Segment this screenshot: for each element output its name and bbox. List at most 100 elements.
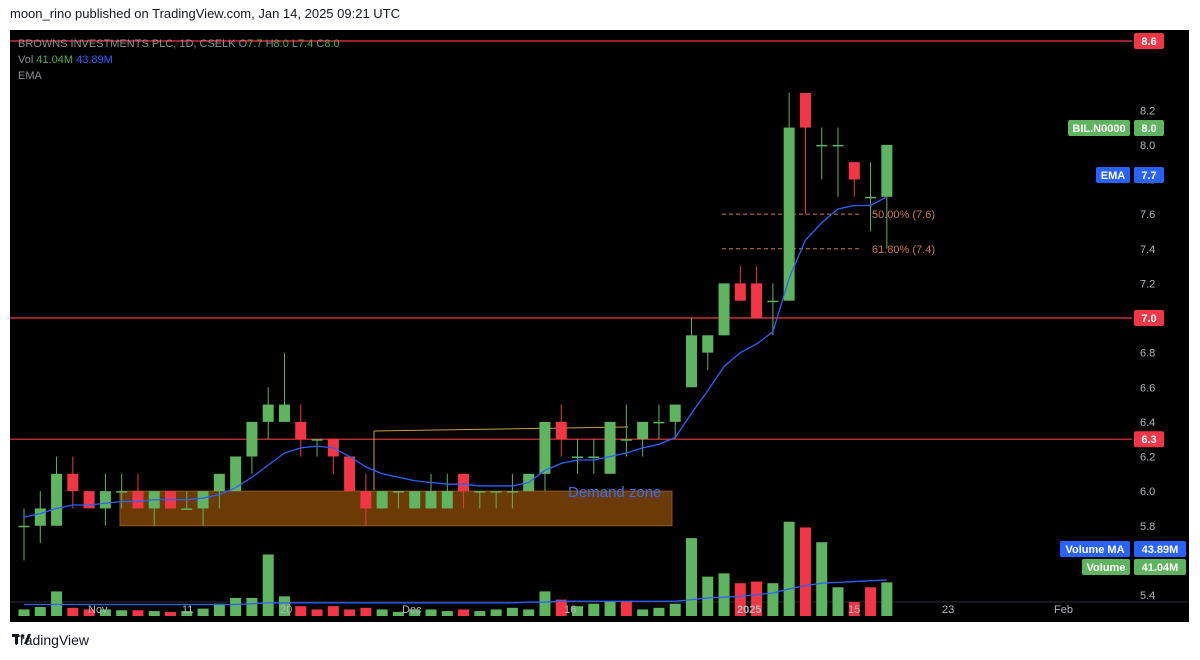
legend-vol-ma-value: 43.89M	[76, 54, 113, 66]
volume-bar	[669, 603, 681, 616]
volume-bar	[523, 609, 535, 616]
candle-body	[295, 421, 307, 440]
volume-bar	[799, 527, 811, 616]
y-axis-tick-label: 5.8	[1140, 521, 1155, 533]
legend-vol-label: Vol	[18, 54, 34, 66]
chart-panel[interactable]: Demand zone 50.00% (7.6) 61.80% (7.4) 8.2 8.…	[10, 30, 1189, 622]
candlestick-chart[interactable]: Demand zone 50.00% (7.6) 61.80% (7.4) 8.2 8.…	[10, 30, 1189, 622]
volume-bar	[881, 582, 893, 616]
candle-body	[637, 421, 649, 440]
candle-body	[718, 283, 730, 336]
candle-body	[67, 473, 79, 492]
volume-bar	[67, 607, 79, 616]
volume-bar	[572, 606, 584, 616]
demand-zone-label: Demand zone	[568, 484, 661, 501]
ema-name-badge-bg	[1096, 167, 1130, 183]
volume-bar	[165, 611, 177, 616]
price-badge-7-0-bg	[1134, 310, 1164, 326]
y-axis-tick-label: 6.0	[1140, 486, 1155, 498]
candle-body	[702, 335, 714, 353]
legend-low-label: L	[291, 38, 299, 50]
y-axis-tick-label: 7.6	[1140, 209, 1155, 221]
candle-body	[865, 196, 877, 199]
candle-body	[588, 456, 600, 458]
volume-ma-name-badge: Volume MA	[1065, 544, 1124, 556]
y-axis-tick-label: 7.2	[1140, 278, 1155, 290]
candle-body	[783, 127, 795, 301]
volume-bar	[83, 609, 95, 616]
candle-body	[262, 404, 274, 422]
candle-body	[685, 335, 697, 388]
volume-bar	[702, 576, 714, 616]
candle-body	[83, 491, 95, 509]
legend-open-label: O	[238, 38, 248, 50]
chart-background	[10, 30, 1189, 622]
volume-bar	[653, 607, 665, 616]
publish-header: moon_rino published on TradingView.com, …	[10, 6, 401, 21]
volume-bar	[409, 609, 421, 616]
legend-symbol: BROWNS INVESTMENTS PLC, 1D, CSELK	[18, 38, 236, 50]
x-axis-tick-label: 11	[182, 604, 193, 616]
candle-body	[669, 404, 681, 422]
volume-bar	[213, 603, 225, 616]
price-badge-8-6-bg	[1134, 33, 1164, 49]
volume-bar	[637, 609, 649, 616]
price-badge-7-0: 7.0	[1141, 313, 1156, 325]
candle-body	[360, 491, 372, 509]
price-badge-6-3-bg	[1134, 431, 1164, 448]
candle-body	[604, 421, 616, 474]
candle-body	[816, 144, 828, 147]
volume-bar	[441, 611, 453, 616]
y-axis-tick-label: 6.4	[1140, 417, 1155, 429]
x-axis-tick-label: Nov	[88, 604, 108, 616]
candle-body	[197, 491, 209, 509]
ema-value-badge-bg	[1134, 167, 1164, 183]
legend-vol-value: 41.04M	[36, 54, 74, 66]
volume-bar	[588, 603, 600, 616]
y-axis-tick-label: 6.2	[1140, 452, 1155, 464]
volume-bar	[734, 583, 746, 616]
candle-body	[376, 491, 388, 509]
fib-level-label: 61.80% (7.4)	[872, 244, 935, 256]
volume-bar	[816, 542, 828, 616]
x-axis-tick-label: 15	[848, 604, 860, 616]
volume-bar	[458, 609, 470, 616]
candle-body	[246, 421, 258, 457]
candle-body	[425, 491, 437, 509]
volume-name-badge: Volume	[1087, 562, 1126, 574]
chart-legend: BROWNS INVESTMENTS PLC, 1D, CSELK O7.7 H…	[18, 36, 340, 84]
volume-value-badge: 41.04M	[1142, 562, 1179, 574]
legend-symbol-row: BROWNS INVESTMENTS PLC, 1D, CSELK O7.7 H…	[18, 36, 340, 52]
legend-close-label: C	[316, 38, 325, 50]
x-axis-tick-label: 16	[564, 604, 576, 616]
volume-bar	[425, 609, 437, 616]
volume-bar	[278, 596, 290, 616]
volume-bar	[246, 597, 258, 616]
candle-body	[230, 456, 242, 492]
volume-ma-value-badge-bg	[1134, 541, 1186, 557]
candle-body	[441, 491, 453, 509]
legend-high-label: H	[265, 38, 274, 50]
volume-bar	[783, 521, 795, 616]
volume-ma-line	[24, 579, 887, 606]
candle-body	[832, 144, 844, 147]
volume-bar	[506, 607, 518, 616]
volume-name-badge-bg	[1082, 559, 1130, 575]
candle-body	[409, 491, 421, 509]
candle-body	[18, 525, 30, 528]
y-axis-tick-label: 5.4	[1140, 590, 1155, 602]
volume-bar	[376, 609, 388, 616]
volume-bar	[344, 609, 356, 616]
volume-bar	[295, 606, 307, 616]
candle-body	[181, 508, 193, 510]
candle-body	[734, 283, 746, 301]
volume-bar	[99, 609, 111, 616]
candle-body	[848, 162, 860, 180]
volume-ma-value-badge: 43.89M	[1142, 544, 1179, 556]
volume-bar	[555, 599, 567, 616]
volume-bar	[620, 601, 632, 616]
candle-body	[34, 508, 46, 526]
volume-bar	[360, 607, 372, 616]
fib-level-label: 50.00% (7.6)	[872, 209, 935, 221]
symbol-price-badge-bg	[1134, 120, 1164, 136]
